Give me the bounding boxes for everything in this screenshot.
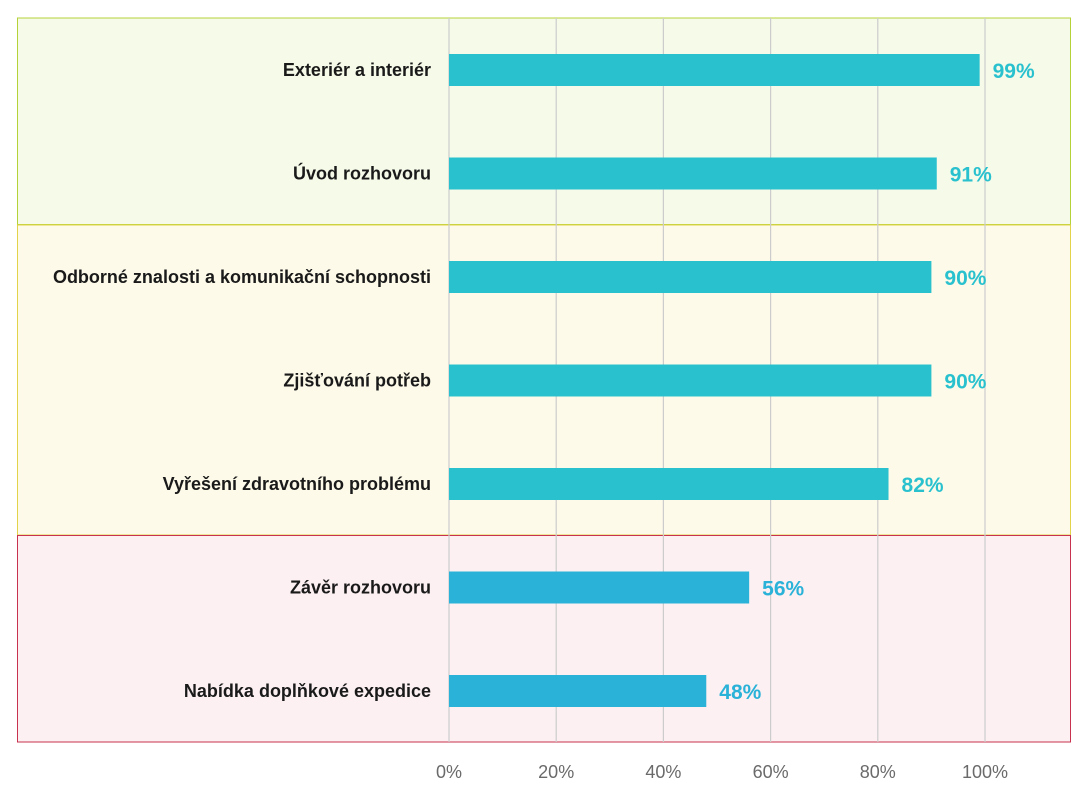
x-tick-label: 60%	[753, 762, 789, 782]
value-label: 48%	[719, 681, 761, 704]
bar	[449, 157, 937, 190]
value-label: 56%	[762, 578, 804, 601]
category-label: Odborné znalosti a komunikační schopnost…	[53, 267, 431, 287]
category-label: Vyřešení zdravotního problému	[163, 474, 431, 494]
value-labels: 99% 91% 90% 90% 82% 56% 48%	[719, 60, 1035, 704]
category-group-box	[17, 535, 1071, 743]
bar	[449, 54, 980, 86]
bars	[449, 54, 980, 707]
category-label: Exteriér a interiér	[283, 60, 431, 80]
category-label: Nabídka doplňkové expedice	[184, 681, 431, 701]
value-label: 82%	[902, 474, 944, 497]
bar	[449, 261, 932, 293]
category-label: Úvod rozhovoru	[293, 163, 431, 184]
bar	[449, 468, 889, 500]
value-label: 90%	[944, 371, 986, 394]
bar	[449, 364, 932, 397]
value-label: 99%	[993, 60, 1035, 83]
bar	[449, 571, 750, 604]
category-label: Závěr rozhovoru	[290, 578, 431, 598]
value-label: 90%	[944, 267, 986, 290]
category-labels: Exteriér a interiér Úvod rozhovoru Odborné…	[53, 60, 431, 701]
x-tick-label: 40%	[645, 762, 681, 782]
category-label: Zjišťování potřeb	[283, 371, 431, 391]
value-label: 91%	[950, 164, 992, 187]
bar	[449, 675, 707, 707]
category-group-box	[17, 17, 1071, 225]
x-axis-tick-labels: 0% 20% 40% 60% 80% 100%	[436, 762, 1008, 782]
x-tick-label: 20%	[538, 762, 574, 782]
x-tick-label: 80%	[860, 762, 896, 782]
x-tick-label: 100%	[962, 762, 1008, 782]
x-tick-label: 0%	[436, 762, 462, 782]
